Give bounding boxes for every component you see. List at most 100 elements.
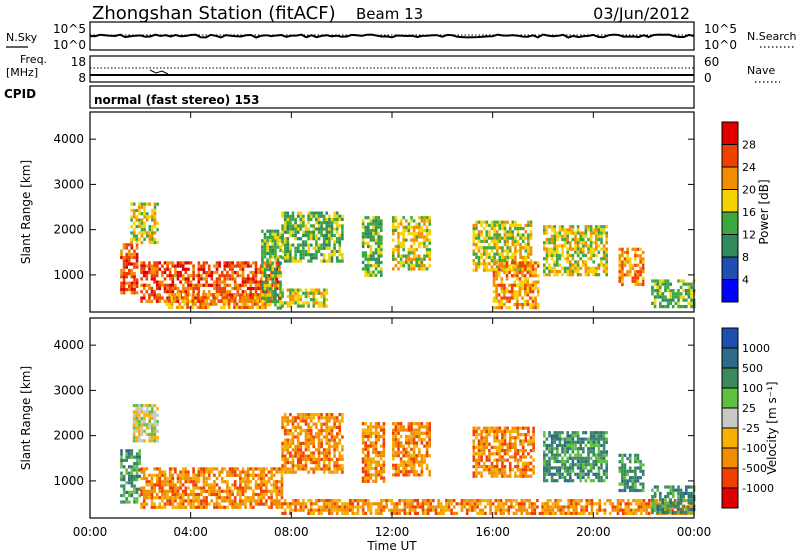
power-cell [130, 284, 134, 288]
velocity-cell [545, 453, 549, 457]
velocity-cell [179, 499, 182, 503]
velocity-cell [184, 499, 188, 503]
velocity-cell [562, 505, 565, 509]
velocity-cell [624, 511, 628, 515]
velocity-cell [369, 444, 373, 448]
velocity-cell [286, 502, 290, 506]
power-cell [597, 266, 601, 270]
power-cell [682, 298, 685, 302]
power-cell [666, 279, 670, 283]
velocity-cell [351, 502, 355, 506]
velocity-cell [374, 473, 378, 477]
power-cell [294, 253, 297, 257]
velocity-cell [686, 505, 690, 509]
power-cell [553, 250, 556, 254]
power-cell [120, 275, 123, 279]
velocity-cell [307, 470, 310, 474]
power-cell [271, 280, 275, 284]
power-cell [289, 301, 292, 305]
velocity-cell [377, 431, 380, 435]
power-cell [428, 238, 431, 242]
velocity-cell [477, 426, 481, 430]
power-cell [521, 280, 524, 284]
power-cell [140, 234, 144, 238]
power-cell [330, 221, 334, 225]
velocity-cell [241, 486, 245, 490]
velocity-cell [580, 511, 583, 515]
velocity-cell [132, 420, 136, 424]
power-cell [328, 224, 331, 228]
power-cell [618, 247, 622, 251]
velocity-cell [179, 486, 182, 490]
velocity-cell [215, 496, 219, 500]
power-cell [183, 302, 187, 306]
velocity-cell [197, 470, 201, 474]
power-cell [138, 221, 141, 225]
velocity-cell [503, 465, 507, 469]
power-cell [281, 294, 284, 299]
velocity-cell [558, 466, 562, 470]
power-cell [399, 264, 403, 268]
velocity-cell [407, 422, 411, 426]
power-cell [335, 256, 339, 260]
velocity-cell [484, 505, 487, 509]
power-cell [561, 228, 564, 232]
velocity-cell [328, 429, 331, 433]
power-cell [276, 264, 280, 268]
velocity-cell [299, 419, 303, 423]
velocity-cell [294, 505, 297, 509]
power-cell [187, 274, 190, 278]
power-cell [529, 270, 532, 275]
power-cell [634, 273, 637, 277]
velocity-cell [561, 447, 564, 451]
power-cell [690, 298, 693, 302]
power-cell [582, 241, 585, 245]
power-cell [294, 224, 297, 228]
power-cell [155, 286, 159, 291]
velocity-cell [423, 454, 426, 458]
velocity-cell [299, 457, 303, 461]
power-cell [181, 299, 184, 303]
velocity-cell [257, 499, 260, 503]
velocity-cell [418, 460, 421, 464]
velocity-cell [508, 471, 512, 475]
velocity-cell [249, 505, 253, 509]
power-cell [304, 253, 308, 257]
velocity-cell [317, 438, 321, 442]
velocity-cell [122, 494, 126, 498]
velocity-cell [369, 473, 373, 477]
velocity-cell [493, 458, 496, 462]
velocity-cell [135, 413, 138, 417]
velocity-cell [468, 502, 472, 506]
velocity-cell [296, 502, 300, 506]
power-cell [377, 232, 380, 236]
power-cell [179, 261, 182, 265]
velocity-cell [341, 457, 344, 461]
velocity-cell [171, 505, 175, 509]
velocity-cell [621, 508, 625, 512]
velocity-cell [233, 505, 237, 509]
power-cell [143, 224, 146, 229]
velocity-cell [286, 419, 290, 423]
power-cell [315, 221, 318, 225]
power-cell [142, 261, 146, 265]
velocity-cell [192, 492, 195, 497]
power-cell [543, 231, 546, 235]
power-cell [186, 302, 189, 306]
velocity-cell [482, 461, 486, 465]
velocity-cell [140, 426, 144, 430]
velocity-cell [394, 438, 398, 442]
velocity-cell [488, 468, 491, 472]
power-cell [163, 261, 167, 265]
velocity-cell [399, 444, 403, 448]
power-cell [364, 254, 367, 258]
power-cell [266, 274, 269, 278]
power-cell [543, 225, 546, 229]
velocity-cell [402, 470, 405, 474]
velocity-cell [377, 422, 380, 426]
velocity-cell [296, 454, 300, 458]
velocity-cell [563, 440, 567, 444]
power-cell [372, 270, 375, 274]
power-cell [529, 296, 532, 300]
power-cell [135, 256, 139, 260]
